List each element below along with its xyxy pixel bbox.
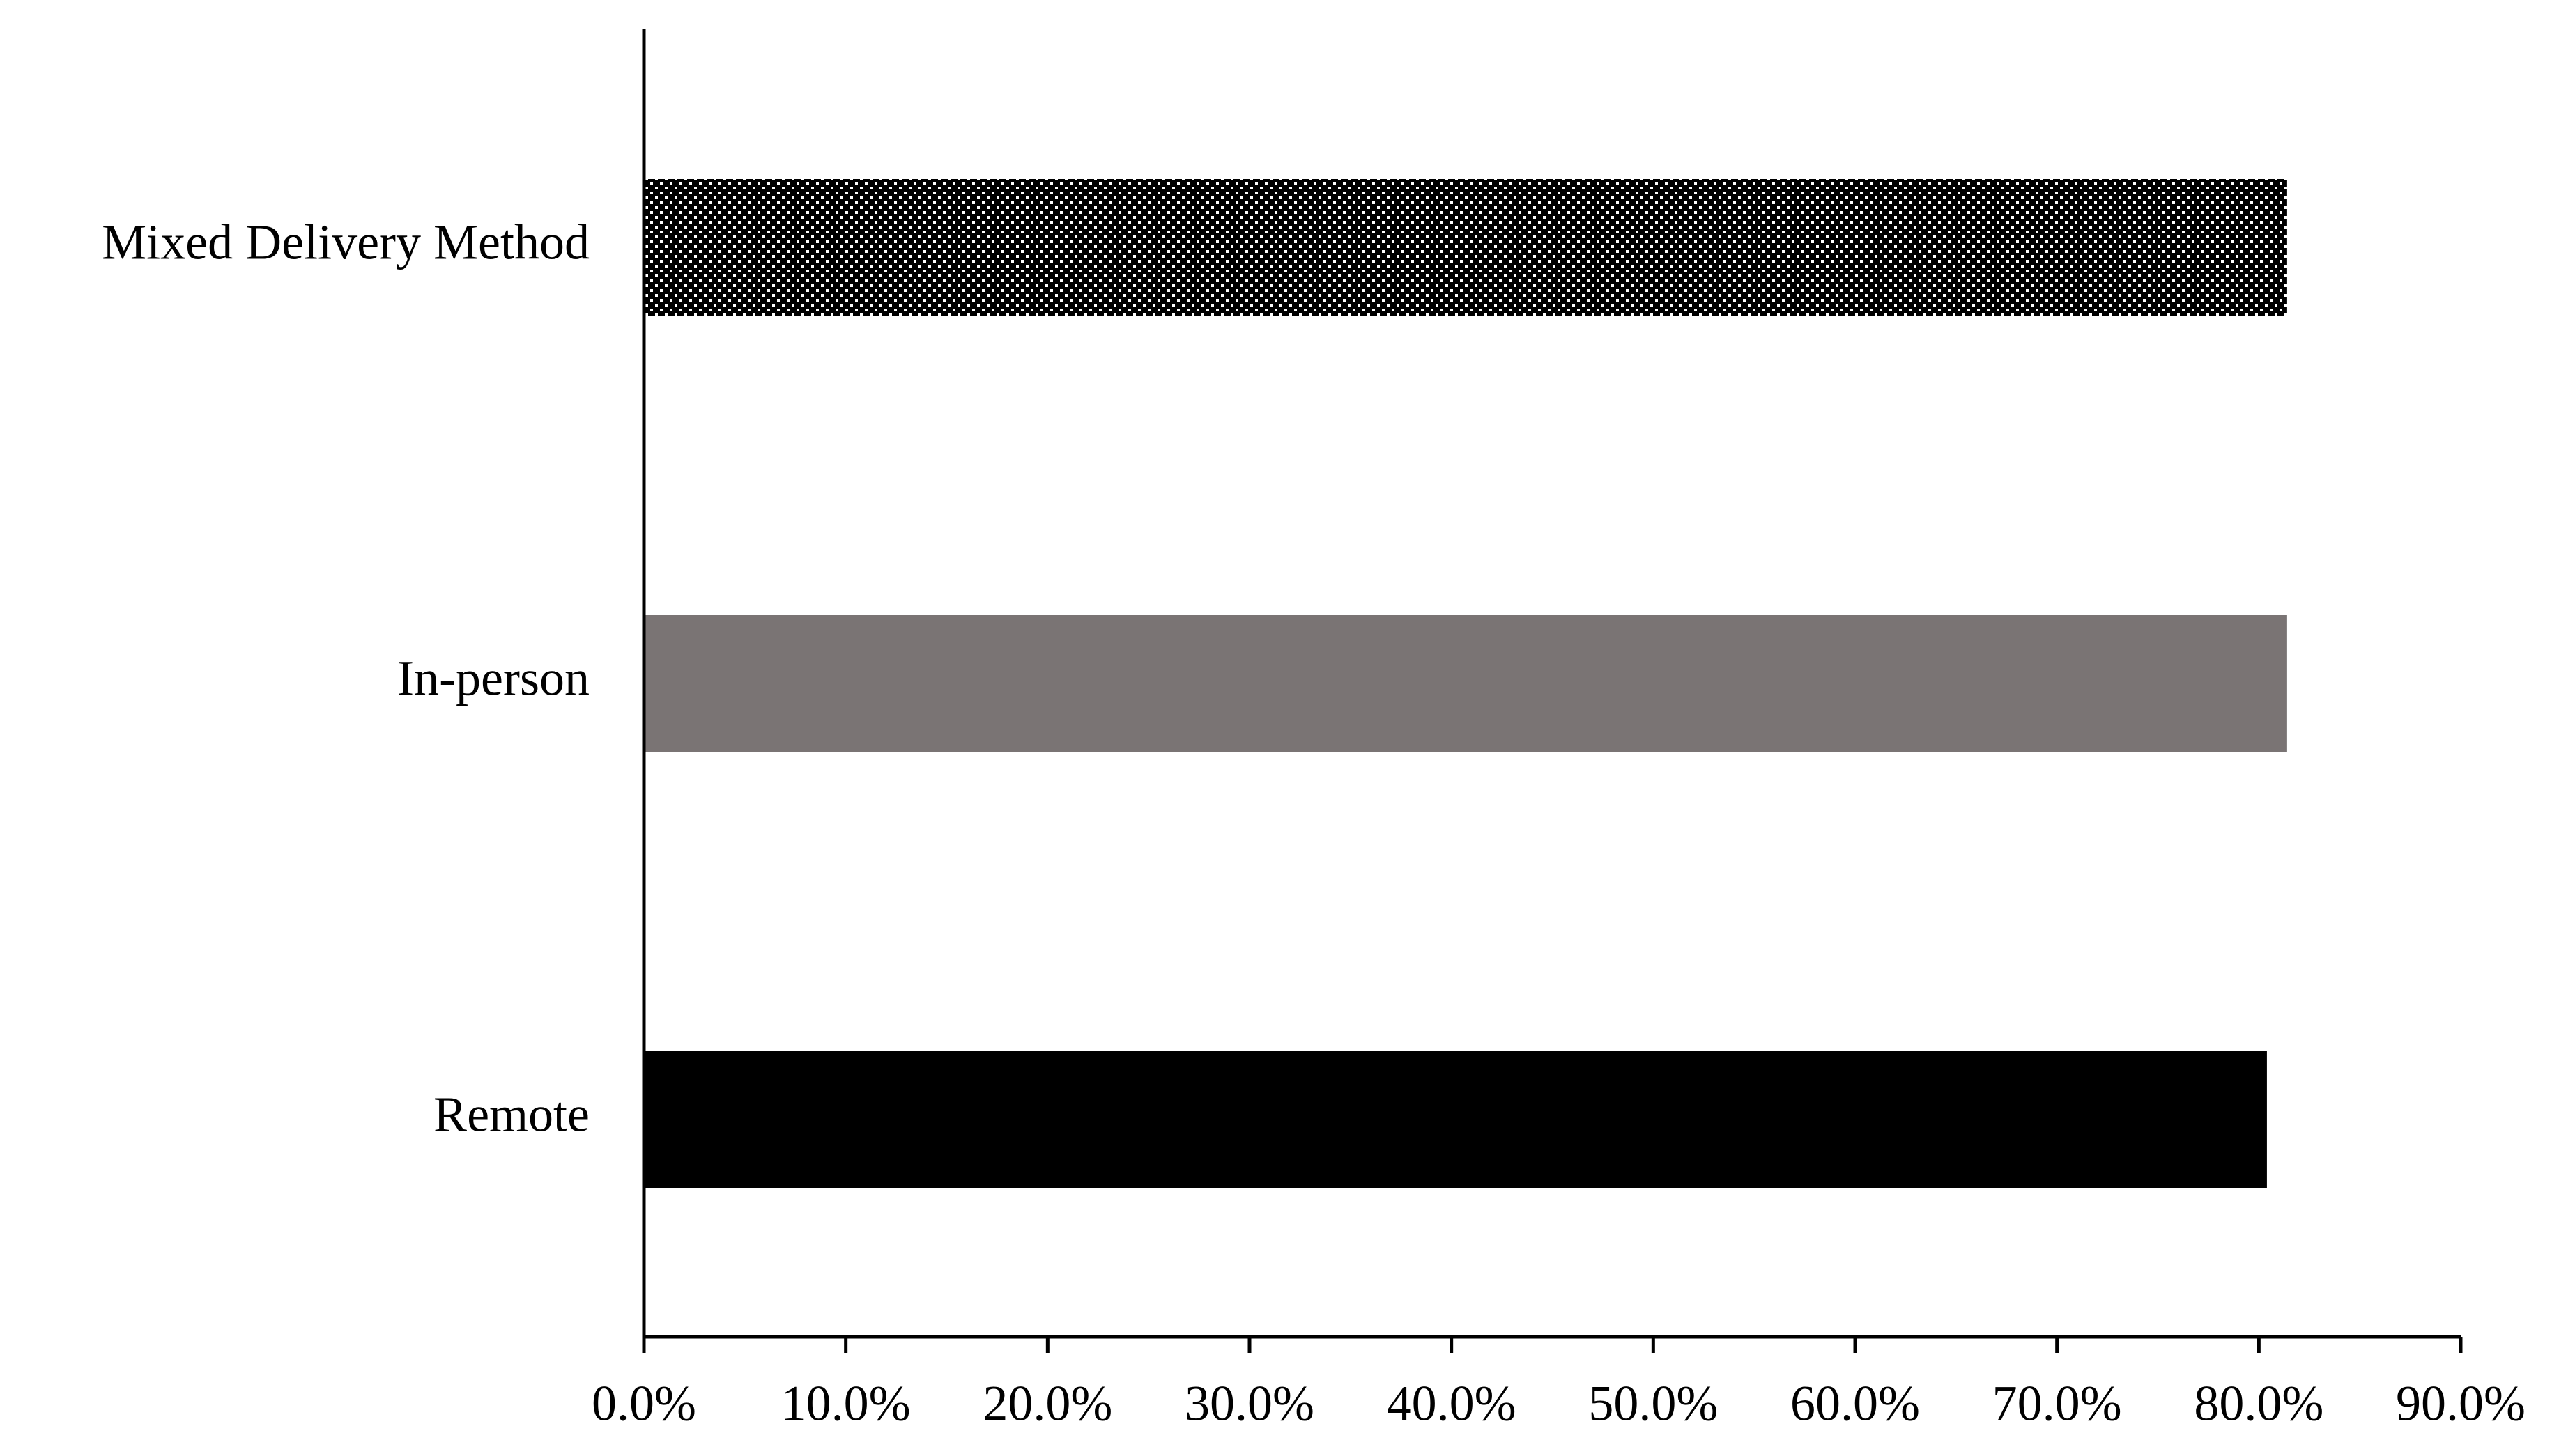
x-tick-label: 60.0% [1790,1376,1920,1432]
x-tick-label: 30.0% [1185,1376,1314,1432]
x-tick-label: 10.0% [781,1376,911,1432]
x-tick-label: 50.0% [1588,1376,1718,1432]
y-tick-label: Remote [433,1087,590,1143]
y-tick-label: Mixed Delivery Method [102,215,590,270]
bar [644,615,2287,752]
x-tick-label: 70.0% [1992,1376,2122,1432]
bar [644,179,2287,316]
x-tick-label: 0.0% [592,1376,696,1432]
x-tick-label: 80.0% [2194,1376,2323,1432]
x-tick-label: 20.0% [983,1376,1112,1432]
x-tick-label: 90.0% [2396,1376,2526,1432]
y-tick-label: In-person [397,651,590,706]
bar [644,1051,2267,1188]
x-tick-label: 40.0% [1387,1376,1516,1432]
